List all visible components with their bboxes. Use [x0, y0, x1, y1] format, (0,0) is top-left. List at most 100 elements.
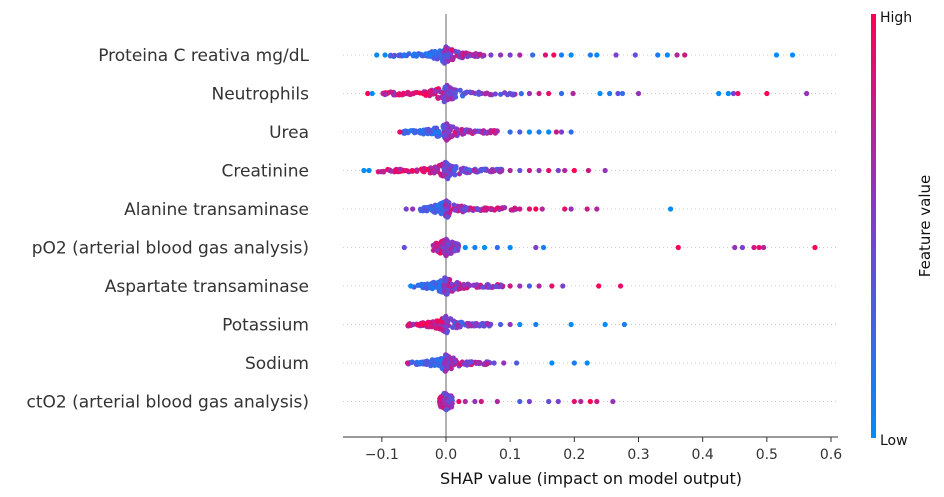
- x-tick-label: −0.1: [365, 447, 399, 463]
- shap-point: [493, 283, 499, 290]
- shap-point: [613, 52, 619, 58]
- shap-point: [560, 283, 566, 289]
- shap-point: [546, 167, 552, 174]
- shap-point: [435, 133, 442, 139]
- shap-point: [518, 91, 524, 97]
- shap-point: [540, 244, 547, 251]
- shap-point: [451, 202, 457, 208]
- x-tick-label: 0.3: [627, 447, 649, 463]
- shap-point: [478, 398, 484, 405]
- shap-point: [517, 283, 523, 289]
- shap-point: [374, 52, 380, 58]
- shap-point: [473, 323, 479, 329]
- shap-point: [655, 52, 661, 58]
- shap-point: [504, 92, 511, 98]
- shap-point: [597, 90, 603, 97]
- shap-point: [667, 206, 674, 212]
- shap-point: [381, 168, 387, 174]
- shap-point: [675, 244, 681, 251]
- shap-point: [436, 208, 442, 214]
- colorbar-low-label: Low: [880, 433, 908, 449]
- feature-label: Sodium: [245, 354, 309, 374]
- shap-point: [602, 321, 608, 328]
- shap-point: [445, 176, 451, 182]
- shap-point: [594, 52, 600, 58]
- shap-point: [584, 360, 590, 366]
- shap-point: [587, 52, 593, 58]
- shap-point: [467, 89, 473, 95]
- shap-point: [546, 398, 552, 405]
- shap-point: [494, 205, 501, 211]
- shap-point: [558, 129, 565, 135]
- x-axis-ticks: −0.1 0.0 0.1 0.2 0.3 0.4 0.5 0.6: [365, 437, 842, 463]
- shap-point: [477, 52, 483, 58]
- shap-point: [404, 360, 411, 366]
- shap-point: [517, 129, 523, 135]
- shap-point: [401, 244, 407, 251]
- shap-point: [456, 204, 462, 210]
- shap-point: [568, 206, 574, 212]
- shap-point: [571, 360, 577, 366]
- shap-point: [456, 54, 462, 60]
- feature-label: Aspartate transaminase: [105, 277, 309, 297]
- shap-point: [424, 166, 431, 172]
- shap-point: [730, 90, 737, 97]
- shap-point: [571, 398, 577, 405]
- shap-point: [517, 52, 523, 58]
- shap-point: [484, 320, 491, 327]
- shap-point: [407, 128, 414, 134]
- shap-point: [517, 167, 523, 174]
- shap-point: [584, 206, 590, 212]
- shap-point: [492, 91, 498, 97]
- shap-point: [490, 168, 496, 175]
- shap-point: [602, 167, 608, 174]
- shap-point: [415, 322, 421, 328]
- x-tick-label: 0.1: [499, 447, 521, 463]
- shap-point: [417, 90, 423, 96]
- shap-point: [546, 129, 552, 135]
- shap-point: [448, 281, 455, 287]
- shap-point: [517, 206, 523, 212]
- shap-point: [470, 52, 476, 58]
- shap-point: [366, 167, 372, 174]
- shap-point: [482, 129, 489, 136]
- shap-point: [585, 167, 592, 174]
- shap-point: [725, 90, 731, 97]
- shap-point: [424, 321, 430, 327]
- shap-point: [401, 52, 407, 59]
- shap-point: [462, 244, 468, 251]
- shap-point: [555, 398, 561, 405]
- shap-point: [444, 214, 451, 220]
- shap-point: [468, 359, 474, 365]
- shap-point: [530, 52, 536, 58]
- shap-point: [507, 321, 513, 328]
- shap-point: [419, 282, 425, 288]
- shap-point: [568, 52, 574, 58]
- shap-point: [403, 206, 409, 212]
- shap-point: [764, 90, 770, 97]
- shap-point: [396, 92, 402, 98]
- shap-point: [484, 361, 490, 367]
- shap-point: [433, 242, 439, 248]
- shap-point: [452, 358, 459, 364]
- shap-point: [449, 133, 455, 139]
- shap-point: [546, 90, 552, 97]
- shap-point: [397, 129, 403, 135]
- shap-point: [536, 90, 542, 97]
- shap-point: [533, 206, 539, 212]
- shap-point: [382, 52, 388, 58]
- shap-point: [431, 209, 437, 215]
- shap-point: [422, 91, 428, 97]
- shap-point: [594, 206, 600, 212]
- shap-point: [664, 52, 670, 58]
- shap-point: [444, 291, 450, 297]
- shap-point: [459, 127, 465, 133]
- shap-point: [494, 128, 500, 134]
- shap-point: [400, 90, 407, 96]
- shap-point: [526, 206, 533, 212]
- shap-point: [513, 360, 520, 366]
- shap-point: [756, 244, 762, 251]
- shap-point: [387, 53, 393, 59]
- shap-point: [478, 168, 484, 174]
